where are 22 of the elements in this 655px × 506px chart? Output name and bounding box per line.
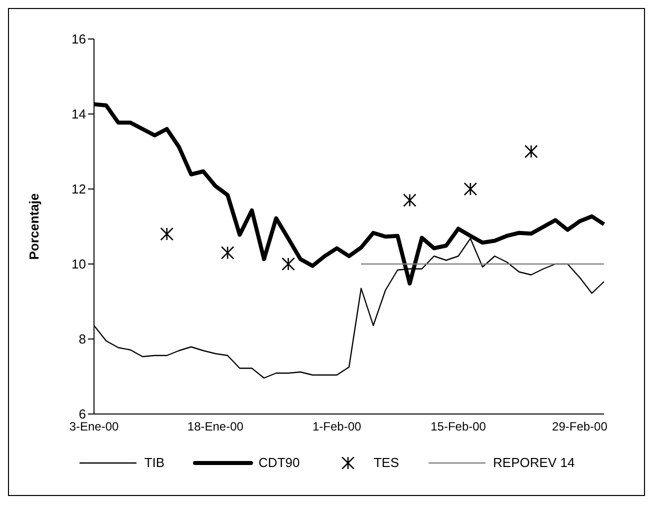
x-tick-label: 3-Ene-00 [69, 420, 120, 434]
point [282, 257, 295, 271]
y-tick-label: 10 [72, 256, 86, 272]
point [403, 194, 416, 207]
legend-label: TIB [144, 455, 165, 470]
x-tick-label: 18-Ene-00 [187, 420, 244, 434]
point [524, 144, 538, 158]
legend-label: TES [374, 455, 400, 470]
y-tick-label: 16 [72, 32, 86, 47]
y-tick-label: 14 [72, 106, 86, 122]
x-tick-label: 15-Feb-00 [430, 420, 486, 434]
y-axis-title: Porcentaje [26, 193, 42, 260]
point [464, 182, 478, 196]
x-tick-label: 1-Feb-00 [312, 420, 362, 434]
x-tick-label: 29-Feb-00 [552, 420, 608, 434]
y-tick-label: 6 [78, 406, 86, 422]
y-tick-label: 8 [78, 332, 86, 347]
point [220, 246, 234, 260]
legend-label: REPOREV 14 [493, 455, 575, 470]
point [160, 227, 174, 241]
y-tick-label: 12 [72, 182, 86, 197]
legend-label: CDT90 [258, 455, 300, 470]
